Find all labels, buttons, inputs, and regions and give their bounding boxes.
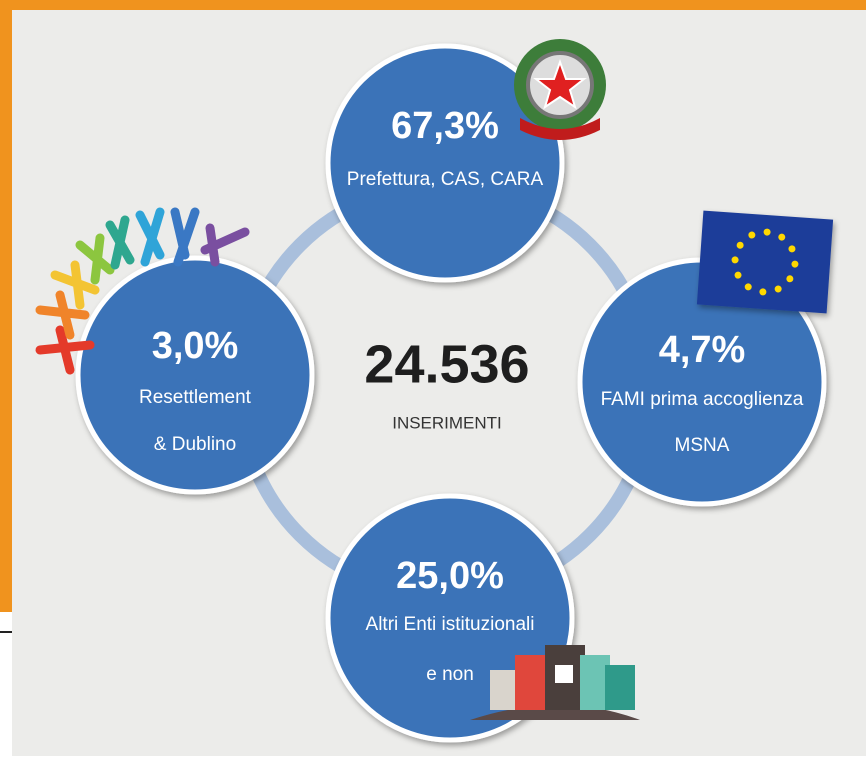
node-label: FAMI prima accoglienza xyxy=(601,389,804,410)
star xyxy=(778,233,786,241)
node-percent: 67,3% xyxy=(391,105,499,147)
node-percent: 25,0% xyxy=(396,555,504,597)
star xyxy=(763,228,771,236)
eu-flag-icon xyxy=(696,210,834,314)
star xyxy=(731,256,739,264)
node-label: MSNA xyxy=(675,435,730,456)
node-label: & Dublino xyxy=(154,434,236,455)
star xyxy=(759,288,767,296)
star xyxy=(786,275,794,283)
star xyxy=(748,231,756,239)
star xyxy=(791,260,799,268)
node-circle xyxy=(325,43,565,283)
node-label: Altri Enti istituzionali xyxy=(366,614,535,635)
houses-icon xyxy=(470,645,640,720)
node-circle xyxy=(75,255,315,495)
star xyxy=(774,285,782,293)
center-label: INSERIMENTI xyxy=(392,413,502,432)
center-value: 24.536 xyxy=(364,334,529,394)
node-label: Prefettura, CAS, CARA xyxy=(347,169,544,190)
star xyxy=(744,283,752,291)
emblem-icon xyxy=(514,39,606,140)
node-percent: 3,0% xyxy=(152,325,239,367)
people-icon xyxy=(35,207,250,375)
star xyxy=(734,271,742,279)
star xyxy=(788,245,796,253)
node-label: e non xyxy=(426,664,474,685)
node-percent: 4,7% xyxy=(659,329,746,371)
star xyxy=(736,241,744,249)
node-label: Resettlement xyxy=(139,387,252,408)
